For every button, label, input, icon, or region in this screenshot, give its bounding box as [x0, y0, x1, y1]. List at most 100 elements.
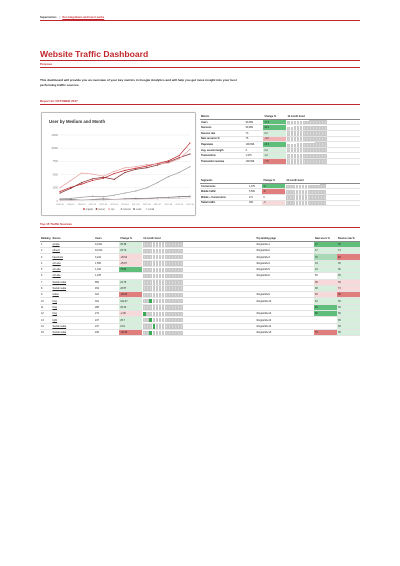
- source-name[interactable]: cdn.site: [51, 272, 95, 280]
- trend-bar: [305, 120, 309, 125]
- metric-trend: [286, 130, 360, 137]
- source-name[interactable]: Social media: [51, 329, 95, 337]
- trend-bar: [305, 147, 309, 153]
- metric-trend: [286, 124, 360, 131]
- trend-bar: [315, 142, 318, 147]
- legend-marker: [120, 208, 123, 210]
- source-name[interactable]: Social media: [51, 323, 95, 330]
- trend-bar: [301, 189, 305, 194]
- source-name[interactable]: Social media: [51, 285, 95, 293]
- data-point: [91, 179, 94, 182]
- source-users: 288: [94, 304, 120, 312]
- trend-sparkline: [143, 311, 254, 316]
- trend-bar: [302, 136, 306, 142]
- trend-bar: [161, 330, 165, 335]
- trend-bar: [312, 131, 315, 136]
- source-name[interactable]: google: [51, 241, 95, 249]
- source-name[interactable]: Facebook: [51, 253, 95, 261]
- source-name[interactable]: bing: [51, 304, 95, 312]
- source-landing-page: /blog/article12: [255, 310, 314, 318]
- integrations-link[interactable]: Our integrations and how it works: [62, 16, 105, 19]
- top-bar: Supermetrics | Our integrations and how …: [40, 14, 360, 21]
- trend-bar: [167, 292, 171, 298]
- source-change: -25.87: [119, 260, 143, 268]
- metric-trend: [285, 200, 360, 207]
- source-name[interactable]: twitter: [51, 291, 95, 299]
- source-name[interactable]: bing: [51, 297, 95, 305]
- source-users: 3,244: [94, 253, 120, 261]
- column-header: [248, 178, 263, 184]
- metric-change: 1.2: [263, 152, 287, 159]
- table-row: 11 bing 288 25.32 83 35: [40, 304, 360, 312]
- metric-name: Sessions: [200, 124, 245, 131]
- source-name[interactable]: cdn.site: [51, 260, 95, 268]
- data-point: [189, 195, 191, 197]
- data-point: [70, 179, 72, 182]
- data-point: [135, 190, 137, 192]
- trend-bar: [289, 185, 293, 189]
- data-point: [59, 192, 61, 194]
- trend-bar: [164, 286, 168, 291]
- trend-bar: [158, 317, 162, 323]
- metric-name: Tablet traffic: [200, 200, 249, 207]
- trend-bar: [177, 248, 180, 254]
- trend-sparkline: [287, 125, 359, 130]
- trend-bar: [312, 153, 315, 158]
- data-point: [102, 199, 104, 201]
- data-point: [102, 176, 104, 178]
- source-trend: [142, 253, 256, 261]
- x-tick-label: 2017-01: [89, 204, 97, 206]
- source-name[interactable]: bgfb: [51, 316, 95, 324]
- table-row: 5 cdn.site 1,344 79.54/blog/article5 24 36: [40, 266, 360, 274]
- trend-bar: [146, 248, 150, 254]
- trend-bar: [167, 305, 171, 310]
- trend-bar: [296, 126, 300, 130]
- data-point: [124, 192, 126, 194]
- source-trend: [142, 291, 256, 299]
- source-rank: 7: [40, 279, 52, 286]
- trend-bar: [164, 261, 168, 266]
- trend-bar: [305, 126, 309, 130]
- trend-bar: [158, 248, 162, 254]
- source-rank: 5: [40, 266, 52, 274]
- data-point: [167, 176, 169, 178]
- trend-bar: [177, 286, 180, 291]
- trend-bar: [289, 200, 293, 206]
- trend-bar: [321, 142, 324, 147]
- trend-bar: [293, 147, 297, 153]
- trend-bar: [149, 267, 153, 272]
- data-point: [178, 171, 180, 174]
- source-name[interactable]: Social media: [51, 279, 95, 286]
- metric-trend: [286, 136, 360, 143]
- trend-bar: [317, 184, 320, 189]
- trend-bar: [302, 131, 306, 136]
- trend-bar: [301, 195, 305, 200]
- trend-bar: [298, 200, 302, 206]
- trend-bar: [295, 184, 299, 189]
- trend-bar: [317, 195, 320, 200]
- trend-bar: [161, 267, 165, 272]
- trend-bar: [146, 273, 150, 279]
- source-name[interactable]: cdn.site: [51, 266, 95, 274]
- trend-sparkline: [143, 292, 254, 298]
- trend-bar: [293, 136, 297, 142]
- trend-sparkline: [143, 317, 254, 323]
- metric-name: Mobile + Conversions: [200, 194, 249, 201]
- trend-bar: [164, 292, 168, 298]
- trend-bar: [293, 126, 297, 130]
- trend-bar: [299, 143, 303, 147]
- metric-value: 365: [248, 200, 263, 207]
- trend-bar: [324, 136, 328, 142]
- trend-bar: [317, 189, 320, 194]
- source-bounce-rate: 35: [337, 323, 360, 330]
- source-name[interactable]: bing: [51, 310, 95, 318]
- metric-value: 76: [244, 136, 264, 143]
- source-name[interactable]: (direct): [51, 247, 95, 255]
- trend-bar: [143, 311, 146, 316]
- trend-bar: [286, 200, 290, 206]
- metric-name: Transaction revenue: [200, 158, 245, 165]
- trend-bar: [170, 292, 174, 298]
- data-point: [167, 161, 169, 163]
- trend-bar: [286, 189, 290, 194]
